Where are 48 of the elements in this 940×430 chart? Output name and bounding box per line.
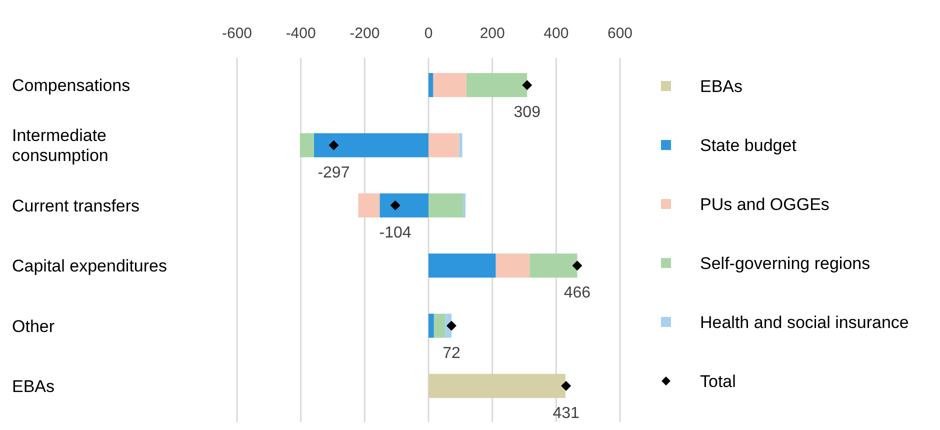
y-tick-label: Other xyxy=(12,316,55,336)
legend-label: Total xyxy=(700,372,736,391)
y-tick-label: Capital expenditures xyxy=(12,256,167,276)
legend-label: EBAs xyxy=(700,77,743,96)
point xyxy=(446,320,456,331)
data-label: -104 xyxy=(379,224,412,242)
data-label: 466 xyxy=(564,284,591,302)
x-tick-label: -200 xyxy=(350,25,380,42)
bar xyxy=(428,374,566,398)
x-tick-label: 400 xyxy=(544,25,569,42)
x-tick-label: 600 xyxy=(607,25,633,42)
y-tick-label: Compensations xyxy=(12,76,130,96)
data-label: 431 xyxy=(552,404,580,422)
point xyxy=(522,80,532,90)
bar xyxy=(530,254,578,278)
bar xyxy=(466,73,528,98)
bar xyxy=(358,193,380,218)
legend-label: PUs and OGGEs xyxy=(700,195,830,214)
bar xyxy=(433,73,466,98)
y-tick-label: Current transfers xyxy=(12,196,140,216)
bar xyxy=(462,193,466,218)
bar xyxy=(434,314,446,338)
bar xyxy=(314,133,428,158)
data-label: -297 xyxy=(318,164,350,182)
bar xyxy=(300,133,314,158)
y-tick-label: Intermediate consumption xyxy=(12,126,108,166)
bar xyxy=(459,133,462,158)
legend-label: Self-governing regions xyxy=(700,254,870,273)
point xyxy=(561,380,572,391)
bar xyxy=(428,73,434,98)
data-label: 309 xyxy=(514,104,541,122)
point xyxy=(572,260,582,271)
bar xyxy=(428,193,463,218)
bar xyxy=(496,254,530,278)
legend-label: Health and social insurance xyxy=(700,313,909,332)
bar xyxy=(428,133,460,158)
y-tick-label: EBAs xyxy=(12,376,55,396)
bar xyxy=(428,314,434,338)
x-tick-label: 200 xyxy=(480,25,505,42)
legend-label: State budget xyxy=(700,136,797,155)
bar xyxy=(428,254,496,278)
x-tick-label: -400 xyxy=(286,25,316,42)
x-tick-label: 0 xyxy=(424,25,433,42)
x-tick-label: -600 xyxy=(222,25,252,42)
data-label: 72 xyxy=(442,344,460,362)
point xyxy=(390,200,400,210)
point xyxy=(328,140,339,150)
bar xyxy=(380,193,428,218)
